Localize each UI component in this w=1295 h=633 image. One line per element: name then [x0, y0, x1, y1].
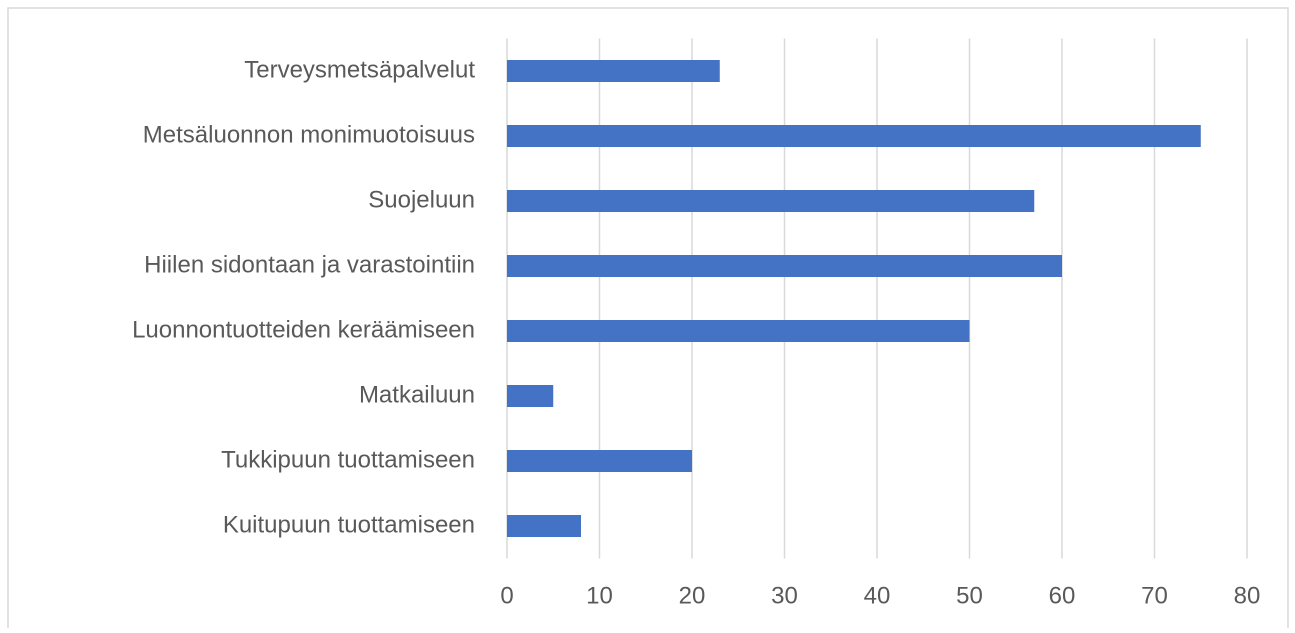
bar — [507, 60, 720, 82]
x-tick-label: 20 — [679, 582, 706, 609]
x-tick-label: 70 — [1141, 582, 1168, 609]
y-tick-label: Kuitupuun tuottamiseen — [223, 511, 475, 538]
x-tick-label: 50 — [956, 582, 983, 609]
bar — [507, 515, 581, 537]
y-tick-label: Metsäluonnon monimuotoisuus — [143, 121, 475, 148]
y-tick-label: Hiilen sidontaan ja varastointiin — [144, 251, 475, 278]
bar — [507, 450, 692, 472]
x-tick-label: 10 — [586, 582, 613, 609]
y-tick-label: Suojeluun — [368, 186, 475, 213]
bar — [507, 320, 970, 342]
x-tick-label: 60 — [1049, 582, 1076, 609]
y-tick-label: Terveysmetsäpalvelut — [244, 56, 475, 83]
x-tick-label: 30 — [771, 582, 798, 609]
bar — [507, 385, 554, 407]
x-tick-label: 40 — [864, 582, 891, 609]
bar — [507, 255, 1062, 277]
bar — [507, 125, 1201, 147]
y-tick-label: Luonnontuotteiden keräämiseen — [132, 316, 475, 343]
y-tick-label: Tukkipuun tuottamiseen — [221, 446, 475, 473]
bar — [507, 190, 1035, 212]
x-tick-label: 80 — [1234, 582, 1261, 609]
x-tick-label: 0 — [500, 582, 513, 609]
y-tick-label: Matkailuun — [359, 381, 475, 408]
